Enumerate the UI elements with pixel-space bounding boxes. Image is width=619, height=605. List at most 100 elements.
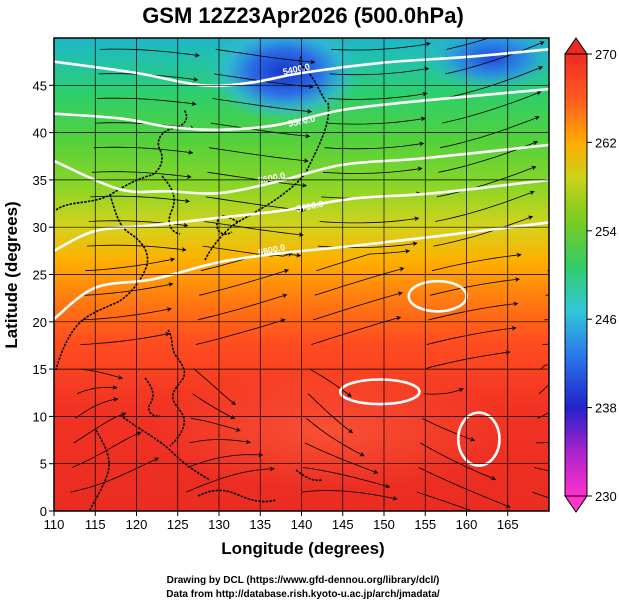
x-tick-label: 155	[414, 517, 436, 532]
y-tick-label: 15	[33, 362, 47, 377]
streamline	[416, 491, 474, 511]
height-contour	[54, 48, 549, 88]
streamline	[319, 216, 420, 224]
streamline	[534, 467, 549, 472]
streamline	[78, 368, 123, 380]
streamline	[197, 293, 288, 321]
streamline	[418, 467, 511, 508]
streamline	[433, 215, 534, 247]
streamline	[562, 9, 619, 50]
streamline	[538, 383, 549, 395]
streamline	[311, 315, 402, 345]
streamline	[537, 411, 549, 419]
y-tick-label: 20	[33, 315, 47, 330]
x-tick-label: 135	[249, 517, 271, 532]
colorbar-gradient	[564, 53, 588, 497]
grid-lines	[54, 38, 549, 511]
colorbar-tick-label: 254	[595, 224, 617, 239]
y-tick-label: 5	[40, 457, 47, 472]
streamline	[204, 221, 304, 238]
credit-line-1: Drawing by DCL (https://www.gfd-dennou.o…	[167, 575, 440, 586]
height-contour	[54, 221, 549, 320]
closed-high-contour	[456, 411, 501, 467]
streamline	[82, 307, 172, 321]
warm-pool	[150, 370, 510, 490]
streamline	[304, 442, 379, 474]
colorbar-bottom-triangle	[564, 495, 588, 513]
y-tick-label: 0	[40, 504, 47, 519]
axis-ticks: 110 115 120 125 130 135 140 145 150 155 160 165 0 5 10…	[33, 78, 519, 532]
streamline	[306, 417, 365, 457]
streamline	[309, 368, 352, 397]
streamline	[83, 282, 174, 296]
x-tick-label: 140	[291, 517, 313, 532]
streamline	[431, 252, 522, 272]
streamline	[187, 452, 264, 468]
x-tick-label: 145	[332, 517, 354, 532]
streamline	[445, 41, 545, 75]
y-axis-label: Latitude (degrees)	[2, 201, 21, 348]
streamline	[85, 257, 176, 272]
coastline	[55, 55, 330, 511]
closed-high-contour	[338, 378, 421, 406]
x-tick-label: 160	[456, 517, 478, 532]
streamline	[420, 442, 497, 481]
streamline	[331, 41, 431, 51]
streamline	[435, 190, 535, 222]
height-contour	[54, 178, 549, 253]
streamline	[96, 97, 197, 107]
streamline	[324, 141, 425, 150]
streamline	[212, 98, 313, 114]
streamline	[430, 277, 520, 296]
x-tick-label: 110	[44, 517, 65, 532]
streamline	[189, 439, 251, 445]
streamline	[327, 91, 428, 100]
y-tick-label: 30	[33, 220, 47, 235]
streamline	[440, 115, 540, 149]
streamline	[100, 48, 200, 58]
colorbar-top-triangle	[564, 37, 588, 55]
streamline	[91, 171, 192, 180]
cold-pool	[207, 38, 363, 122]
streamline	[190, 417, 241, 432]
streamline	[312, 291, 403, 321]
streamline	[421, 417, 476, 442]
x-tick-label: 115	[85, 517, 106, 532]
streamline	[425, 350, 511, 370]
streamline	[193, 368, 236, 406]
y-tick-label: 45	[33, 78, 47, 93]
y-tick-label: 40	[33, 126, 47, 141]
colorbar-tick-label: 230	[595, 489, 617, 504]
streamline	[423, 388, 464, 395]
colorbar: 230 238 246 254 262 270	[564, 37, 617, 513]
streamline	[71, 431, 142, 468]
streamline	[316, 248, 411, 272]
x-tick-label: 120	[126, 517, 148, 532]
streamline	[209, 147, 309, 164]
x-axis-label: Longitude (degrees)	[221, 539, 384, 558]
streamline	[441, 91, 542, 124]
streamline	[314, 266, 405, 296]
streamline	[322, 166, 423, 174]
chart-title: GSM 12Z23Apr2026 (500.0hPa)	[142, 3, 464, 28]
streamline	[426, 325, 517, 345]
streamline	[535, 441, 549, 444]
y-tick-label: 35	[33, 173, 47, 188]
x-tick-label: 150	[373, 517, 395, 532]
streamline	[76, 384, 118, 395]
streamline	[301, 490, 398, 501]
x-tick-label: 130	[208, 517, 230, 532]
streamline	[93, 146, 194, 155]
credit-line-2: Data from http://database.rish.kyoto-u.a…	[166, 589, 440, 600]
streamline	[428, 301, 519, 321]
streamline	[195, 318, 286, 345]
streamline	[307, 393, 354, 434]
streamline	[70, 457, 160, 493]
colorbar-tick-label: 238	[595, 401, 617, 416]
streamline	[75, 397, 119, 419]
x-tick-label: 125	[167, 517, 189, 532]
colorbar-tick-label: 270	[595, 47, 617, 62]
